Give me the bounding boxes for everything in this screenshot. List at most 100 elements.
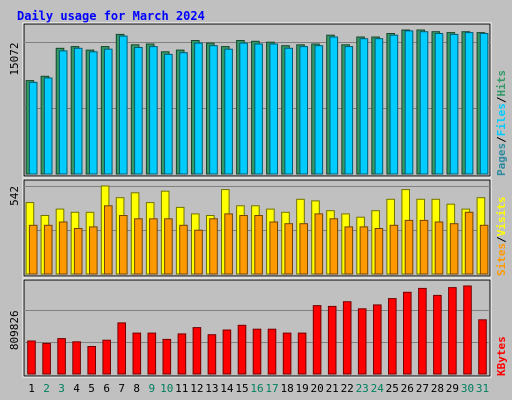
x-tick-day-7: 7	[118, 382, 125, 395]
bar-kbytes-day-25	[388, 298, 397, 375]
bar-files-day-16	[254, 43, 263, 175]
x-tick-day-1: 1	[28, 382, 35, 395]
bar-files-day-31	[479, 33, 489, 175]
bar-files-day-17	[269, 43, 278, 175]
bar-kbytes-day-16	[252, 328, 262, 375]
bar-kbytes-day-2	[42, 342, 51, 375]
x-tick-day-17: 17	[265, 382, 278, 395]
x-tick-day-9: 9	[148, 382, 155, 395]
panel-kbytes: 809826 KBytes	[8, 278, 508, 378]
bar-sites-day-2	[43, 224, 53, 275]
bar-kbytes-day-28	[433, 294, 442, 375]
bar-files-day-30	[464, 32, 474, 175]
y-max-label: 542	[8, 186, 21, 206]
bar-files-day-20	[314, 45, 324, 175]
bar-kbytes-day-26	[403, 291, 412, 375]
bar-files-day-11	[179, 52, 188, 175]
legend-kbytes: KBytes	[495, 336, 508, 376]
bar-kbytes-day-27	[418, 287, 427, 375]
bar-kbytes-day-3	[57, 338, 66, 375]
bar-files-day-21	[329, 36, 339, 175]
x-tick-day-8: 8	[133, 382, 140, 395]
bar-files-day-27	[419, 31, 429, 175]
bar-files-day-18	[284, 47, 293, 175]
x-tick-day-22: 22	[341, 382, 354, 395]
x-tick-day-4: 4	[73, 382, 80, 395]
x-tick-day-2: 2	[43, 382, 50, 395]
legend-visits: Visits	[495, 197, 508, 237]
bar-sites-day-23	[359, 226, 369, 275]
x-tick-day-13: 13	[205, 382, 218, 395]
bar-sites-day-26	[404, 219, 414, 275]
x-tick-day-19: 19	[295, 382, 308, 395]
bar-kbytes-day-29	[448, 287, 457, 375]
legend-separator: /	[495, 236, 508, 243]
bar-files-day-9	[149, 46, 158, 175]
legend-pages: Pages	[495, 143, 508, 176]
bar-files-day-23	[359, 38, 369, 175]
bar-sites-day-1	[28, 224, 38, 275]
bar-files-day-24	[374, 38, 384, 175]
bar-sites-day-10	[164, 218, 173, 275]
panel-legend: KBytes	[495, 336, 508, 376]
bar-kbytes-day-8	[132, 332, 142, 375]
bar-sites-day-20	[314, 213, 324, 275]
x-tick-day-14: 14	[220, 382, 234, 395]
x-tick-day-23: 23	[356, 382, 369, 395]
x-axis-day-labels: 1 2 3 4 5 6 7 8 9 10 11 12 13 14 15 16 17 18 19 20 21 22 23 24 2…	[28, 382, 489, 395]
x-tick-day-25: 25	[386, 382, 399, 395]
x-tick-day-11: 11	[175, 382, 188, 395]
panel-legend: Pages/Files/Hits	[495, 70, 508, 176]
x-tick-day-5: 5	[88, 382, 95, 395]
bar-kbytes-day-17	[267, 328, 277, 375]
bar-sites-day-12	[194, 229, 203, 275]
bar-sites-day-31	[479, 224, 489, 275]
bar-files-day-12	[194, 42, 203, 175]
x-tick-day-27: 27	[416, 382, 429, 395]
bar-sites-day-25	[389, 224, 399, 275]
x-tick-day-24: 24	[371, 382, 385, 395]
bar-files-day-3	[58, 50, 68, 175]
bar-kbytes-day-30	[463, 285, 472, 375]
panel-frame-highlight	[22, 22, 492, 178]
bar-kbytes-day-12	[192, 327, 202, 375]
bar-sites-day-21	[329, 218, 339, 275]
bar-kbytes-day-4	[72, 341, 81, 375]
bar-kbytes-day-10	[162, 338, 172, 375]
x-tick-day-21: 21	[326, 382, 339, 395]
bar-kbytes-day-6	[102, 339, 112, 375]
bar-sites-day-16	[254, 215, 263, 275]
panel-frame-highlight	[22, 178, 492, 278]
bar-sites-day-19	[299, 223, 308, 275]
legend-separator: /	[495, 136, 508, 143]
bar-files-day-13	[209, 45, 218, 175]
bar-files-day-6	[104, 48, 113, 175]
y-max-label: 809826	[8, 310, 21, 350]
x-tick-day-3: 3	[58, 382, 65, 395]
bar-sites-day-4	[73, 228, 83, 275]
x-tick-day-12: 12	[190, 382, 203, 395]
x-tick-day-15: 15	[235, 382, 248, 395]
bar-sites-day-18	[284, 223, 293, 275]
x-tick-day-28: 28	[431, 382, 444, 395]
bar-kbytes-day-22	[342, 301, 352, 375]
x-tick-day-16: 16	[250, 382, 263, 395]
bar-kbytes-day-5	[87, 346, 97, 375]
bar-files-day-28	[434, 33, 444, 175]
bar-files-day-2	[43, 77, 53, 175]
bar-kbytes-day-7	[117, 322, 127, 375]
bar-sites-day-29	[449, 223, 459, 275]
legend-hits: Hits	[495, 70, 508, 97]
bar-kbytes-day-15	[237, 324, 247, 375]
panel-legend: Sites/Visits	[495, 197, 508, 277]
bar-kbytes-day-21	[327, 305, 337, 375]
bar-kbytes-day-9	[147, 332, 157, 375]
bar-sites-day-15	[239, 215, 248, 275]
bar-sites-day-8	[134, 218, 143, 275]
bar-files-day-25	[389, 34, 399, 175]
bar-sites-day-27	[419, 219, 429, 275]
bar-files-day-29	[449, 33, 459, 175]
bar-kbytes-day-1	[27, 340, 36, 375]
bar-kbytes-day-24	[373, 304, 382, 375]
